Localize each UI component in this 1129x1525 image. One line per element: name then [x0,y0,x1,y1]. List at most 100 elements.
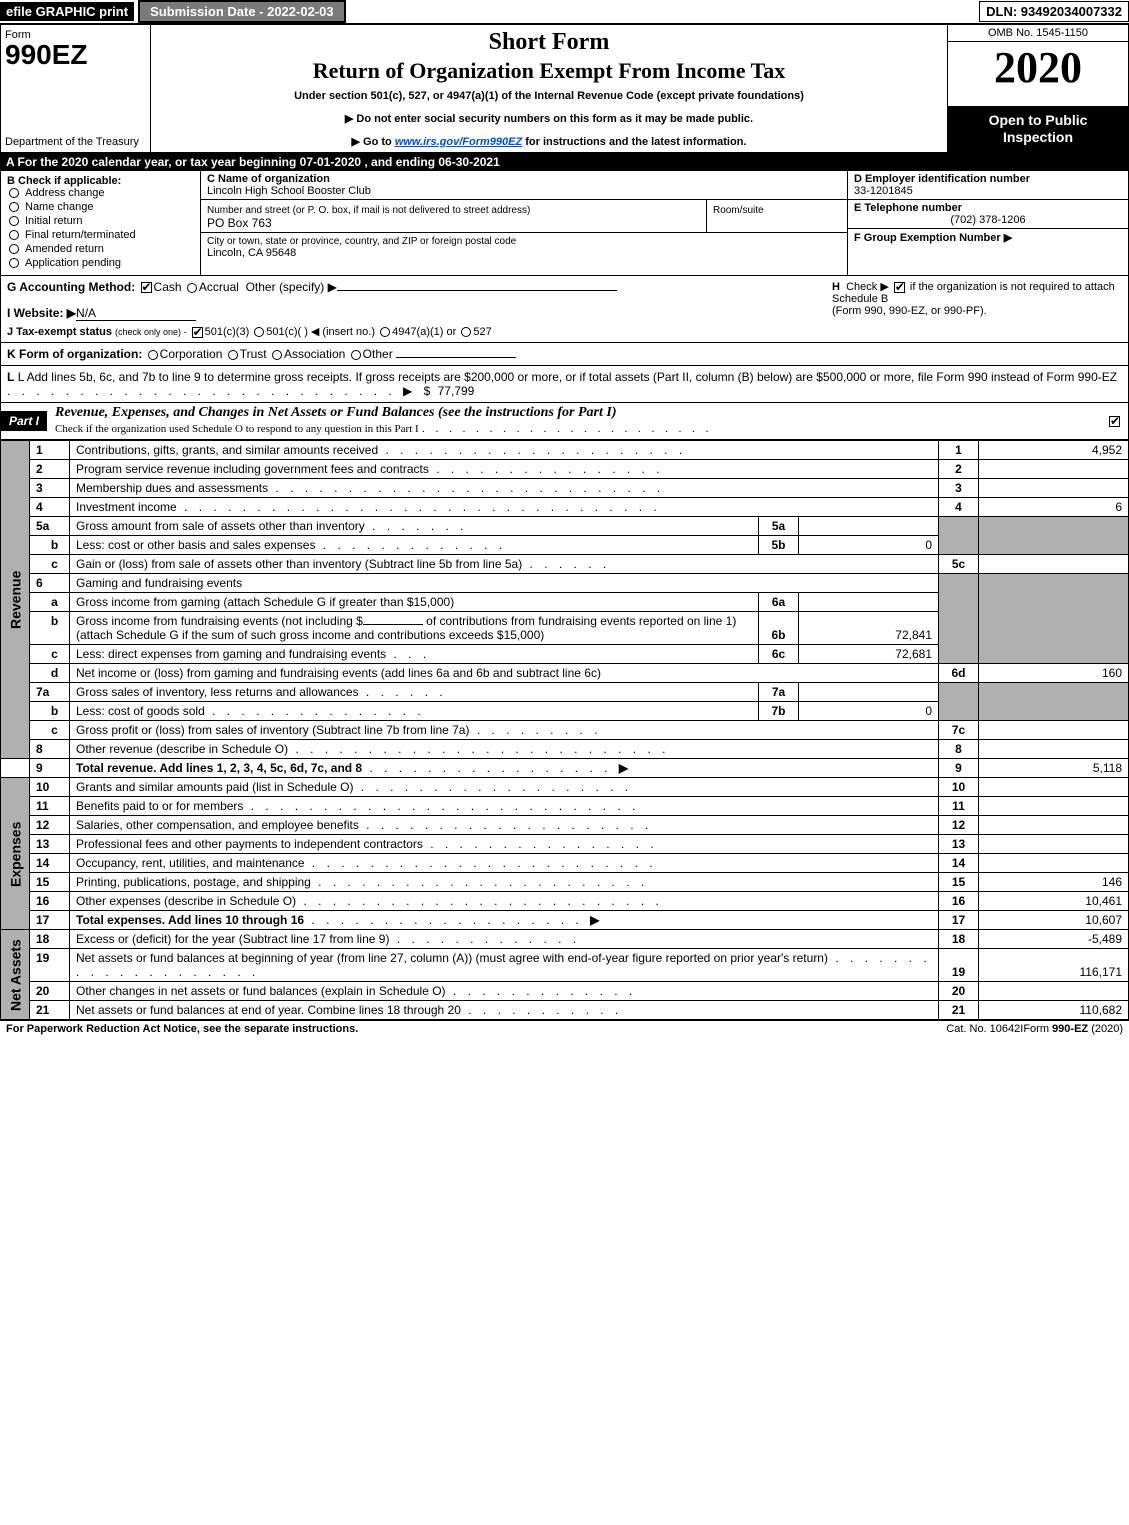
chk-name-change[interactable]: Name change [7,201,194,213]
phone-value: (702) 378-1206 [854,214,1122,226]
line-5a-subcol: 5a [759,517,799,536]
part1-check-text: Check if the organization used Schedule … [55,423,419,435]
chk-cash[interactable] [141,282,152,293]
line-5c-col: 5c [939,555,979,574]
line-15-desc: Printing, publications, postage, and shi… [70,873,939,892]
line-17-num: 17 [30,911,70,930]
line-8-val [979,740,1129,759]
line-12-col: 12 [939,816,979,835]
chk-4947[interactable] [380,327,390,337]
line-10-num: 10 [30,778,70,797]
line-6a-subval [799,593,939,612]
line-6a-subcol: 6a [759,593,799,612]
line-3-num: 3 [30,479,70,498]
line-8-col: 8 [939,740,979,759]
line-12-num: 12 [30,816,70,835]
chk-501c3[interactable] [192,327,203,338]
line-11-desc: Benefits paid to or for members . . . . … [70,797,939,816]
chk-address-change[interactable]: Address change [7,187,194,199]
line-5a-subval [799,517,939,536]
line-6d-num: d [30,664,70,683]
line-7b-subcol: 7b [759,702,799,721]
paperwork-notice: For Paperwork Reduction Act Notice, see … [6,1023,946,1035]
line-7c-col: 7c [939,721,979,740]
row-h: H Check ▶ if the organization is not req… [822,280,1122,338]
form-header: Form 990EZ Department of the Treasury Sh… [0,24,1129,153]
chk-other-org[interactable] [351,350,361,360]
line-14-desc: Occupancy, rent, utilities, and maintena… [70,854,939,873]
website-value: N/A [76,306,196,321]
line-2-val [979,460,1129,479]
line-17-desc: Total expenses. Add lines 10 through 16 … [70,911,939,930]
line-20-num: 20 [30,982,70,1001]
line-4-col: 4 [939,498,979,517]
chk-schedule-b[interactable] [894,282,905,293]
chk-association[interactable] [272,350,282,360]
other-specify-input[interactable] [337,290,617,291]
line-5b-subval: 0 [799,536,939,555]
box-def: D Employer identification number 33-1201… [848,171,1128,275]
l-text: L Add lines 5b, 6c, and 7b to line 9 to … [18,370,1117,384]
line-6-gray [939,574,979,664]
line-10-desc: Grants and similar amounts paid (list in… [70,778,939,797]
line-5b-desc: Less: cost or other basis and sales expe… [70,536,759,555]
address-row: Number and street (or P. O. box, if mail… [201,200,847,233]
chk-initial-return[interactable]: Initial return [7,215,194,227]
part1-check[interactable] [1101,412,1128,430]
d-label: D Employer identification number [854,173,1030,185]
line-6b-subval: 72,841 [799,612,939,645]
line-3-desc: Membership dues and assessments . . . . … [70,479,939,498]
phone-cell: E Telephone number (702) 378-1206 [848,200,1128,229]
row-k: K Form of organization: Corporation Trus… [0,343,1129,366]
line-5c-num: c [30,555,70,574]
irs-link[interactable]: www.irs.gov/Form990EZ [395,136,522,148]
chk-527[interactable] [461,327,471,337]
other-org-input[interactable] [396,357,516,358]
arrow-icon: ▶ [619,761,628,775]
line-7a-subcol: 7a [759,683,799,702]
line-5c-desc: Gain or (loss) from sale of assets other… [70,555,939,574]
line-17-val: 10,607 [979,911,1129,930]
line-6c-subcol: 6c [759,645,799,664]
line-14-val [979,854,1129,873]
line-21-desc: Net assets or fund balances at end of ye… [70,1001,939,1020]
line-18-num: 18 [30,930,70,949]
chk-corporation[interactable] [148,350,158,360]
line-2-col: 2 [939,460,979,479]
line-6d-col: 6d [939,664,979,683]
info-grid: B Check if applicable: Address change Na… [0,171,1129,276]
line-18-val: -5,489 [979,930,1129,949]
line-7-gray [939,683,979,721]
line-17-col: 17 [939,911,979,930]
line-6c-desc: Less: direct expenses from gaming and fu… [70,645,759,664]
chk-501c[interactable] [254,327,264,337]
goto-post: for instructions and the latest informat… [522,136,746,148]
line-20-desc: Other changes in net assets or fund bala… [70,982,939,1001]
line-15-col: 15 [939,873,979,892]
form-number: 990EZ [5,41,146,69]
line-9-desc: Total revenue. Add lines 1, 2, 3, 4, 5c,… [70,759,939,778]
footer: For Paperwork Reduction Act Notice, see … [0,1020,1129,1037]
line-18-col: 18 [939,930,979,949]
form-ref: Form 990-EZ (2020) [1023,1023,1123,1035]
line-6d-desc: Net income or (loss) from gaming and fun… [70,664,939,683]
ssn-note: ▶ Do not enter social security numbers o… [159,112,939,125]
line-7c-desc: Gross profit or (loss) from sales of inv… [70,721,939,740]
line-7a-num: 7a [30,683,70,702]
chk-amended-return[interactable]: Amended return [7,243,194,255]
line-13-val [979,835,1129,854]
chk-trust[interactable] [228,350,238,360]
line-2-num: 2 [30,460,70,479]
tax-year: 2020 [948,42,1128,94]
street-value: PO Box 763 [207,216,272,230]
line-1-col: 1 [939,441,979,460]
open-public-badge: Open to Public Inspection [948,106,1128,152]
ein-cell: D Employer identification number 33-1201… [848,171,1128,200]
part1-title: Revenue, Expenses, and Changes in Net As… [47,403,1101,439]
chk-accrual[interactable] [187,283,197,293]
line-11-num: 11 [30,797,70,816]
netassets-side-label: Net Assets [1,930,30,1020]
chk-final-return[interactable]: Final return/terminated [7,229,194,241]
chk-application-pending[interactable]: Application pending [7,257,194,269]
line-20-val [979,982,1129,1001]
